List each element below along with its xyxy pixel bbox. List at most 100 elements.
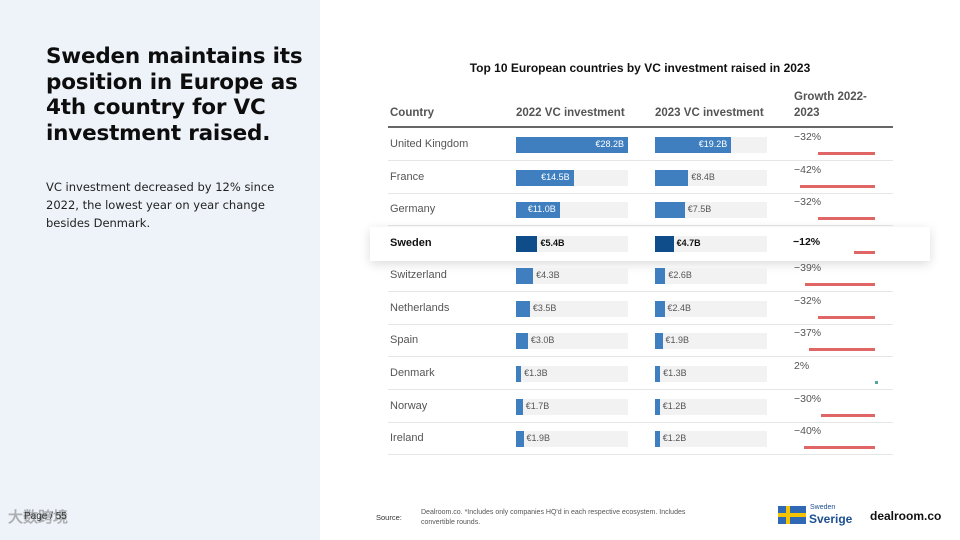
growth-bar	[817, 315, 875, 319]
bar-track: €19.2B	[655, 137, 767, 153]
table-row: Switzerland €4.3B €2.6B −39%	[388, 260, 893, 292]
bar-track: €1.9B	[655, 333, 767, 350]
table-row: Norway €1.7B €1.2B −30%	[388, 391, 893, 423]
bar-2022	[516, 398, 523, 415]
row-divider	[388, 192, 893, 194]
row-divider	[388, 225, 893, 227]
growth-bar	[817, 152, 875, 155]
left-panel	[0, 0, 320, 540]
chart-title: Top 10 European countries by VC investme…	[469, 61, 811, 75]
growth-value: −32%	[794, 294, 822, 307]
growth-value: 2%	[794, 359, 810, 372]
bar-value-label: €11.0B	[527, 204, 556, 215]
bar-track: €5.4B	[516, 236, 628, 252]
dealroom-logo: dealroom.co	[870, 509, 942, 523]
growth-bar	[808, 348, 875, 352]
page-number: Page / 55	[24, 511, 67, 522]
table-row: United Kingdom €28.2B €19.2B −32%	[388, 129, 893, 161]
growth-bar	[853, 251, 875, 254]
bar-track: €8.4B	[655, 169, 767, 186]
table-row: Germany €11.0B €7.5B −32%	[388, 194, 893, 227]
bar-value-label: €1.7B	[525, 400, 550, 411]
bar-track: €3.5B	[516, 300, 628, 317]
bar-2023	[655, 333, 663, 350]
bar-value-label: €1.2B	[662, 400, 687, 411]
bar-value-label: €1.9B	[665, 335, 690, 346]
growth-bar	[803, 446, 875, 450]
bar-2023	[655, 202, 685, 219]
bar-2022	[516, 236, 538, 252]
row-divider	[388, 160, 893, 161]
header-divider	[388, 126, 893, 128]
country-label: Netherlands	[390, 301, 450, 314]
source-note: Dealroom.co. *Includes only companies HQ…	[421, 509, 686, 526]
row-divider	[388, 388, 893, 390]
bar-track: €7.5B	[655, 202, 767, 219]
growth-bar	[805, 282, 875, 286]
growth-bar	[821, 413, 875, 417]
bar-2023	[655, 431, 660, 448]
bar-2022	[516, 267, 534, 284]
bar-2022	[516, 202, 560, 219]
bar-value-label: €4.3B	[536, 269, 560, 280]
bar-value-label: €14.5B	[541, 171, 570, 182]
header-2023: 2023 VC investment	[655, 107, 764, 119]
bar-track: €1.3B	[655, 365, 767, 382]
sweden-logo-big: Sverige	[809, 512, 853, 526]
bar-track: €1.3B	[516, 365, 628, 382]
growth-bar	[817, 217, 875, 221]
bar-track: €4.7B	[655, 236, 767, 252]
growth-value: −39%	[794, 261, 822, 274]
row-divider	[388, 421, 893, 423]
header-2022: 2022 VC investment	[516, 107, 625, 119]
row-divider	[388, 356, 893, 358]
bar-value-label: €2.4B	[667, 302, 692, 313]
header-country: Country	[390, 107, 435, 119]
bar-2023	[655, 169, 689, 186]
bar-2022	[516, 365, 522, 382]
bar-track: €4.3B	[516, 267, 628, 284]
bar-2023	[655, 365, 661, 382]
sweden-logo-small: Sweden	[810, 504, 836, 511]
country-label: Norway	[390, 399, 428, 412]
row-divider	[388, 323, 893, 325]
bar-value-label: €3.5B	[532, 302, 557, 313]
country-label: Spain	[390, 334, 419, 347]
bar-track: €14.5B	[516, 169, 628, 186]
bar-track: €1.7B	[516, 398, 628, 415]
country-label: Germany	[390, 203, 436, 216]
bar-2022	[516, 169, 574, 186]
row-divider	[388, 290, 893, 292]
bar-2023	[655, 300, 665, 317]
slide-subtext: VC investment decreased by 12% since 202…	[46, 180, 275, 230]
bar-value-label: €4.7B	[676, 238, 701, 248]
growth-value: −32%	[794, 196, 822, 209]
bar-track: €11.0B	[516, 202, 628, 219]
bar-2022	[516, 300, 530, 317]
bar-value-label: €1.3B	[524, 367, 548, 378]
growth-value: −37%	[794, 327, 822, 340]
table-row: Ireland €1.9B €1.2B −40%	[388, 423, 893, 456]
table-row-highlight: Sweden €5.4B €4.7B −12%	[370, 227, 930, 261]
growth-value: −42%	[794, 163, 822, 176]
growth-bar	[875, 380, 878, 384]
header-growth: Growth 2022-2023	[794, 91, 867, 119]
bar-track: €28.2B	[516, 137, 628, 153]
bar-track: €3.0B	[516, 333, 628, 350]
table-row: Netherlands €3.5B €2.4B −32%	[388, 293, 893, 325]
bar-track: €2.6B	[655, 267, 767, 284]
bar-value-label: €1.3B	[663, 367, 687, 378]
table-row: Spain €3.0B €1.9B −37%	[388, 325, 893, 358]
table-row: Denmark €1.3B €1.3B 2%	[388, 358, 893, 390]
bar-value-label: €1.9B	[526, 433, 551, 444]
source-label: Source:	[376, 513, 402, 522]
growth-value: −30%	[794, 392, 822, 405]
growth-value: −40%	[794, 425, 822, 438]
bar-2023	[655, 398, 660, 415]
watermark: 大数跨境	[8, 509, 69, 526]
growth-value: −32%	[794, 131, 822, 143]
bar-value-label: €2.6B	[668, 269, 692, 280]
growth-value: −12%	[793, 236, 821, 248]
bar-2022	[516, 137, 628, 153]
table-row: France €14.5B €8.4B −42%	[388, 162, 893, 194]
